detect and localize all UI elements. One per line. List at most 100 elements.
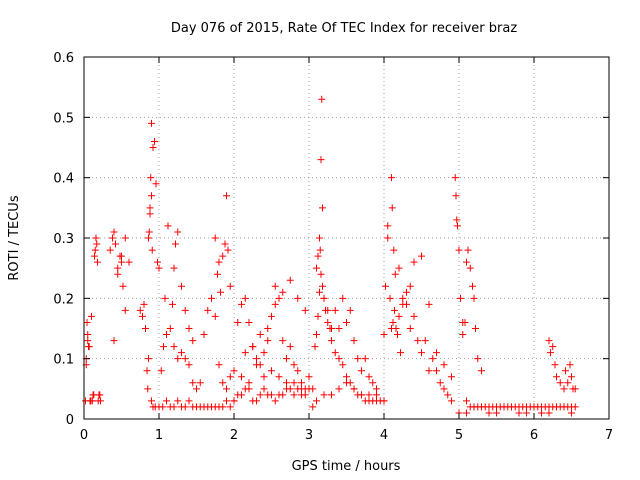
data-point xyxy=(317,156,325,164)
data-point xyxy=(166,325,174,332)
data-point xyxy=(178,282,185,290)
data-point xyxy=(170,343,178,351)
data-point xyxy=(335,325,343,332)
data-point xyxy=(174,228,182,236)
data-point xyxy=(391,306,398,314)
data-point xyxy=(88,312,95,320)
data-point xyxy=(320,391,328,399)
data-point xyxy=(564,379,572,387)
data-point xyxy=(316,246,324,254)
data-point xyxy=(523,409,530,417)
data-point xyxy=(421,337,429,345)
data-point xyxy=(286,343,294,351)
x-tick-label: 0 xyxy=(80,428,88,443)
y-tick-label: 0.6 xyxy=(53,51,74,66)
data-point xyxy=(384,222,392,230)
data-point xyxy=(313,331,320,339)
data-point xyxy=(457,294,464,302)
data-point xyxy=(369,379,377,387)
data-point xyxy=(425,367,433,375)
data-point xyxy=(114,270,122,278)
data-point xyxy=(271,282,279,290)
data-point xyxy=(290,379,298,387)
data-point xyxy=(556,379,564,387)
data-point xyxy=(305,373,313,381)
data-point xyxy=(224,246,232,254)
data-point xyxy=(151,137,158,145)
data-point xyxy=(253,355,260,363)
data-point xyxy=(121,234,129,242)
data-point xyxy=(290,361,298,369)
data-point xyxy=(253,397,260,405)
y-tick-label: 0.2 xyxy=(53,292,74,307)
data-point xyxy=(148,246,156,254)
data-point xyxy=(174,355,182,363)
y-tick-label: 0.5 xyxy=(53,111,74,126)
x-tick-label: 4 xyxy=(380,428,388,443)
data-point xyxy=(119,282,127,290)
data-point xyxy=(145,355,152,363)
data-point xyxy=(174,397,182,405)
data-point xyxy=(268,367,275,375)
y-axis-label: ROTI / TECUs xyxy=(7,195,22,280)
data-point xyxy=(238,300,245,308)
data-point xyxy=(211,312,219,320)
data-point xyxy=(185,361,193,369)
data-point xyxy=(390,246,398,254)
data-point xyxy=(319,204,326,212)
data-point xyxy=(454,222,461,230)
data-point xyxy=(318,95,326,103)
data-point xyxy=(84,331,92,339)
data-point xyxy=(470,294,478,302)
data-point xyxy=(215,258,223,266)
data-point xyxy=(530,403,538,411)
data-point xyxy=(217,288,224,296)
data-point xyxy=(245,379,253,387)
data-point xyxy=(328,391,335,399)
data-point xyxy=(286,385,294,393)
data-point xyxy=(196,379,204,387)
data-point xyxy=(219,403,227,411)
data-point xyxy=(493,409,500,417)
data-point xyxy=(350,337,358,345)
data-point xyxy=(294,294,302,302)
data-point xyxy=(403,288,410,296)
y-tick-label: 0.4 xyxy=(53,172,74,187)
data-point xyxy=(354,355,362,363)
data-point xyxy=(403,300,410,308)
data-point xyxy=(448,373,455,381)
data-point xyxy=(219,252,227,260)
data-point xyxy=(560,385,568,393)
data-point xyxy=(472,325,479,332)
data-point xyxy=(109,234,116,242)
data-point xyxy=(219,379,227,387)
data-point xyxy=(429,355,437,363)
data-point xyxy=(452,192,460,200)
data-point xyxy=(406,282,414,290)
data-point xyxy=(189,379,197,387)
y-tick-label: 0.3 xyxy=(53,232,74,247)
data-point xyxy=(464,246,472,254)
data-point xyxy=(461,318,469,326)
data-point xyxy=(328,325,335,332)
data-point xyxy=(391,270,399,278)
data-point xyxy=(316,288,323,296)
data-point xyxy=(346,306,354,314)
data-point xyxy=(309,385,317,393)
data-point xyxy=(271,397,279,405)
data-point xyxy=(455,246,463,254)
data-point xyxy=(358,391,365,399)
data-point xyxy=(399,294,407,302)
data-point xyxy=(389,318,397,326)
x-tick-label: 7 xyxy=(605,428,613,443)
data-point xyxy=(395,264,403,272)
x-tick-label: 3 xyxy=(305,428,313,443)
data-point xyxy=(96,391,104,399)
data-point xyxy=(163,397,170,405)
data-point xyxy=(181,403,189,411)
data-point xyxy=(553,373,560,381)
data-point xyxy=(238,373,245,381)
data-point xyxy=(549,343,557,351)
data-point xyxy=(448,397,455,405)
